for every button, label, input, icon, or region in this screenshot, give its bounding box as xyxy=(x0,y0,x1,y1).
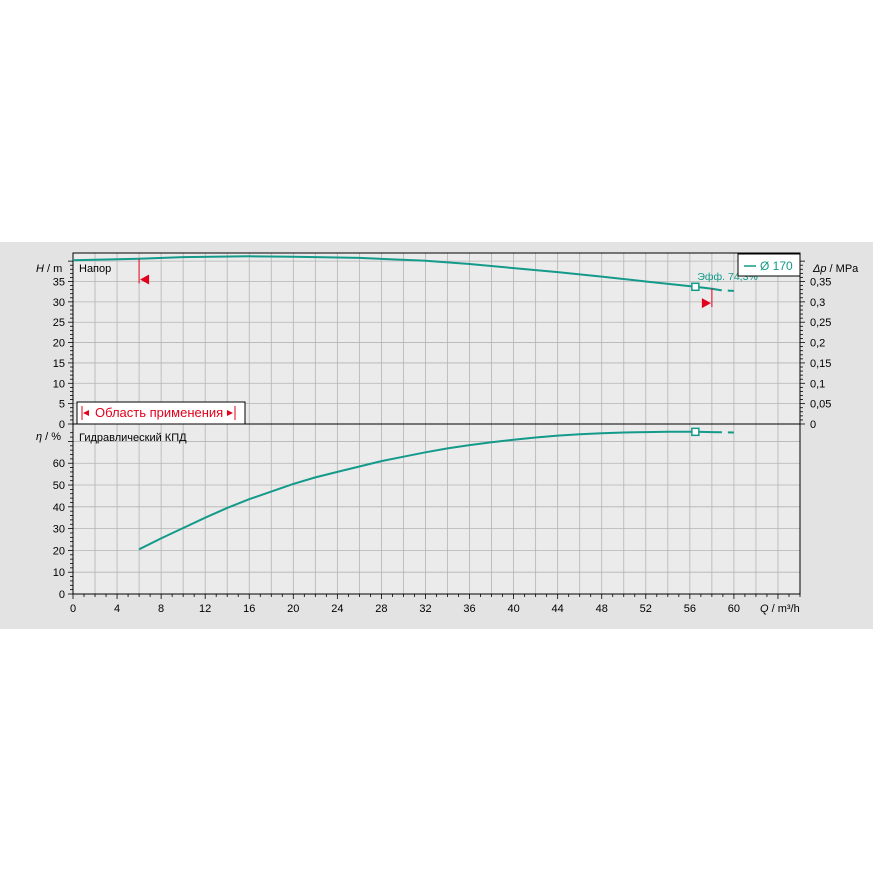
y-tick-label: 20 xyxy=(53,545,65,557)
y-tick-label: 40 xyxy=(53,502,65,514)
range-legend-right-arrow xyxy=(227,410,233,416)
y-tick-label: 30 xyxy=(53,297,65,309)
y2-tick-label: 0,1 xyxy=(810,378,825,390)
range-min-arrow xyxy=(140,274,150,285)
x-tick-label: 16 xyxy=(243,603,255,615)
y2-tick-label: 0,05 xyxy=(810,399,831,411)
x-tick-label: 52 xyxy=(640,603,652,615)
x-tick-label: 4 xyxy=(114,603,120,615)
pump-curve-chart: 0 5 10 15 20 25 30 35 0 0,05 0,1 0,15 0,2 0,25 0,3 0,35… xyxy=(36,252,859,615)
y2-tick-label: 0,25 xyxy=(810,317,831,329)
x-tick-label: 32 xyxy=(419,603,431,615)
efficiency-duty-point-marker xyxy=(691,427,700,437)
y2-tick-label: 0,35 xyxy=(810,277,831,289)
x-tick-label: 56 xyxy=(684,603,696,615)
head-plot-area xyxy=(73,253,800,424)
pump-curve-panel: 0 5 10 15 20 25 30 35 0 0,05 0,1 0,15 0,2 0,25 0,3 0,35… xyxy=(0,242,873,629)
y-tick-label: 0 xyxy=(59,589,65,601)
x-tick-label: 8 xyxy=(158,603,164,615)
y2-tick-label: 0,3 xyxy=(810,297,825,309)
y-tick-label: 30 xyxy=(53,524,65,536)
y2-tick-label: 0 xyxy=(810,419,816,431)
legend-label: Ø 170 xyxy=(760,259,793,273)
y-tick-label: 20 xyxy=(53,338,65,350)
efficiency-axis-label: η / % xyxy=(36,431,61,443)
range-max-arrow xyxy=(701,298,711,309)
y-tick-label: 10 xyxy=(53,378,65,390)
y-tick-label: 25 xyxy=(53,317,65,329)
y-tick-label: 50 xyxy=(53,480,65,492)
x-tick-label: 48 xyxy=(596,603,608,615)
x-tick-label: 60 xyxy=(728,603,740,615)
x-tick-label: 44 xyxy=(552,603,564,615)
pressure-axis-label: Δp / MPa xyxy=(812,263,859,275)
range-legend-label: Область применения xyxy=(95,405,223,420)
y-tick-label: 15 xyxy=(53,358,65,370)
head-panel-title: Напор xyxy=(79,263,111,275)
y-tick-label: 10 xyxy=(53,567,65,579)
range-legend-box xyxy=(76,401,246,425)
x-tick-label: 36 xyxy=(463,603,475,615)
legend-box xyxy=(737,253,801,277)
y-tick-label: 0 xyxy=(59,419,65,431)
range-legend-left-arrow xyxy=(83,410,89,416)
head-curve-extension xyxy=(711,287,734,292)
x-tick-label: 0 xyxy=(70,603,76,615)
x-tick-label: 40 xyxy=(507,603,519,615)
x-tick-label: 12 xyxy=(199,603,211,615)
x-tick-label: 24 xyxy=(331,603,343,615)
flow-axis-label: Q / m³/h xyxy=(760,603,800,615)
head-axis-label: H / m xyxy=(36,263,62,275)
y-tick-label: 5 xyxy=(59,399,65,411)
x-tick-label: 28 xyxy=(375,603,387,615)
y2-tick-label: 0,2 xyxy=(810,338,825,350)
head-duty-point-marker xyxy=(691,282,700,292)
x-tick-label: 20 xyxy=(287,603,299,615)
head-curve xyxy=(72,255,713,290)
y-tick-label: 60 xyxy=(53,458,65,470)
efficiency-curve xyxy=(138,430,712,551)
efficiency-panel-title: Гидравлический КПД xyxy=(79,432,187,444)
y2-tick-label: 0,15 xyxy=(810,358,831,370)
y-tick-label: 35 xyxy=(53,277,65,289)
efficiency-plot-area xyxy=(73,424,800,594)
